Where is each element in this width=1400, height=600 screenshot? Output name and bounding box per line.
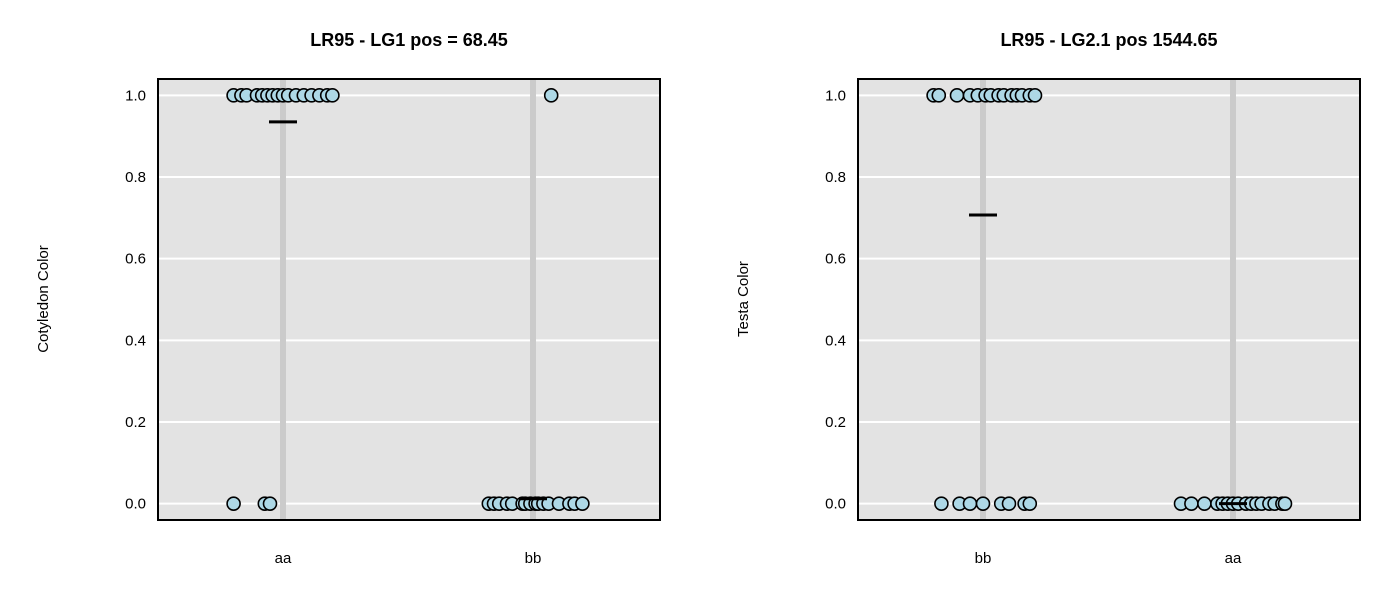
y-axis-label: Cotyledon Color [35, 245, 52, 353]
x-tick-label: bb [525, 550, 542, 567]
x-tick-label: aa [275, 550, 292, 567]
data-point [949, 88, 965, 103]
chart-testa-color: LR95 - LG2.1 pos 1544.65 Testa Color 0.0… [735, 30, 1361, 567]
plot-border [857, 78, 1361, 521]
data-point [975, 496, 991, 511]
x-tick-label: bb [975, 550, 992, 567]
y-tick-label: 0.6 [125, 251, 146, 268]
y-tick-label: 0.2 [125, 414, 146, 431]
x-tick-label: aa [1225, 550, 1242, 567]
data-point [1027, 88, 1043, 103]
data-point [1197, 496, 1212, 511]
y-tick-label: 0.6 [825, 251, 846, 268]
y-tick-label: 0.8 [825, 169, 846, 186]
group-band [530, 79, 536, 520]
data-point [325, 88, 340, 103]
data-point [1184, 496, 1199, 511]
plot-area [158, 79, 660, 520]
chart-title: LR95 - LG1 pos = 68.45 [310, 30, 508, 50]
data-point [575, 496, 590, 511]
chart-title: LR95 - LG2.1 pos 1544.65 [1000, 30, 1217, 50]
y-tick-label: 1.0 [825, 87, 846, 104]
data-point [962, 496, 978, 511]
y-tick-label: 0.4 [825, 332, 846, 349]
data-point [226, 496, 241, 511]
y-tick-label: 0.4 [125, 332, 146, 349]
group-band [280, 79, 286, 520]
data-point [934, 496, 949, 511]
y-tick-label: 0.2 [825, 414, 846, 431]
y-tick-label: 0.8 [125, 169, 146, 186]
group-band [980, 79, 986, 520]
y-tick-label: 0.0 [825, 496, 846, 513]
chart-cotyledon-color: LR95 - LG1 pos = 68.45 Cotyledon Color 0… [35, 30, 661, 567]
plot-border [157, 78, 661, 521]
data-point [1022, 496, 1038, 511]
y-axis-label: Testa Color [735, 261, 752, 337]
data-point [543, 88, 559, 103]
data-point [1277, 496, 1293, 511]
group-band [1230, 79, 1236, 520]
y-tick-label: 0.0 [125, 496, 146, 513]
data-point [1001, 496, 1017, 511]
y-tick-label: 1.0 [125, 87, 146, 104]
data-point [931, 88, 947, 103]
data-point [262, 496, 278, 511]
plot-area [858, 79, 1360, 520]
